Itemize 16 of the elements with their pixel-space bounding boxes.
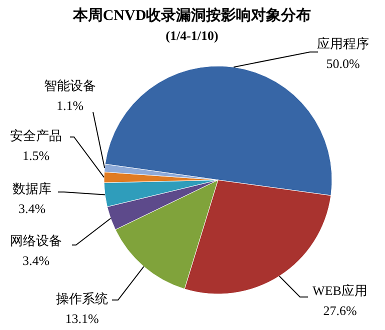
data-label: 1.5%: [22, 148, 50, 163]
data-label: 1.1%: [56, 98, 84, 113]
slice-label: 数据库: [12, 181, 52, 196]
slice-label: WEB应用: [312, 283, 368, 298]
slice-label: 操作系统: [56, 291, 108, 306]
slice-label: 智能设备: [44, 78, 96, 93]
slice-label: 应用程序: [317, 36, 369, 51]
data-label: 3.4%: [22, 253, 50, 268]
chart-subtitle: (1/4-1/10): [166, 28, 218, 43]
data-label: 27.6%: [323, 303, 357, 318]
data-label: 3.4%: [18, 201, 46, 216]
data-label: 50.0%: [326, 56, 360, 71]
slice-label: 安全产品: [10, 128, 62, 143]
slice-label: 网络设备: [10, 233, 62, 248]
chart-title: 本周CNVD收录漏洞按影响对象分布: [72, 7, 312, 24]
data-label: 13.1%: [65, 311, 99, 326]
